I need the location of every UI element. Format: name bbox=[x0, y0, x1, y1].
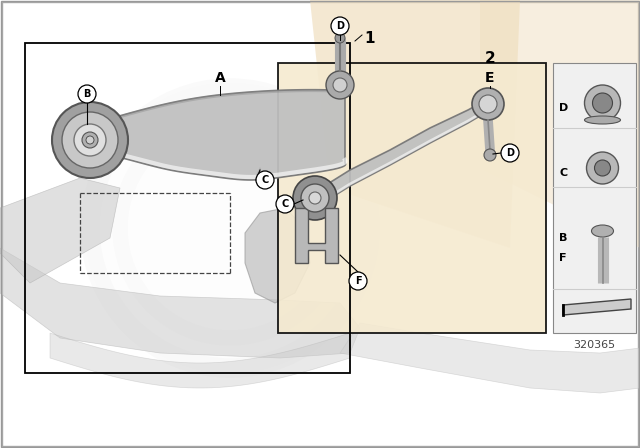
Circle shape bbox=[276, 195, 294, 213]
Text: C: C bbox=[282, 199, 289, 209]
Text: B: B bbox=[559, 233, 568, 243]
Ellipse shape bbox=[584, 116, 621, 124]
Circle shape bbox=[331, 17, 349, 35]
Text: 1: 1 bbox=[365, 30, 375, 46]
Circle shape bbox=[593, 93, 612, 113]
Circle shape bbox=[78, 85, 96, 103]
Circle shape bbox=[584, 85, 621, 121]
FancyBboxPatch shape bbox=[553, 63, 636, 333]
Polygon shape bbox=[295, 208, 338, 263]
Circle shape bbox=[74, 124, 106, 156]
Text: A: A bbox=[214, 71, 225, 85]
Text: F: F bbox=[559, 253, 566, 263]
Text: C: C bbox=[559, 168, 567, 178]
Polygon shape bbox=[95, 90, 346, 180]
Text: D: D bbox=[559, 103, 568, 113]
Polygon shape bbox=[0, 178, 120, 283]
Polygon shape bbox=[563, 299, 631, 315]
Circle shape bbox=[293, 176, 337, 220]
Text: B: B bbox=[83, 89, 91, 99]
Circle shape bbox=[256, 171, 274, 189]
Text: D: D bbox=[336, 21, 344, 31]
Circle shape bbox=[301, 184, 329, 212]
Text: E: E bbox=[485, 71, 495, 85]
Polygon shape bbox=[310, 0, 520, 248]
Text: C: C bbox=[261, 175, 269, 185]
Text: D: D bbox=[506, 148, 514, 158]
Polygon shape bbox=[0, 248, 360, 358]
Circle shape bbox=[586, 152, 618, 184]
Text: 320365: 320365 bbox=[573, 340, 616, 350]
Circle shape bbox=[472, 88, 504, 120]
Circle shape bbox=[484, 149, 496, 161]
Circle shape bbox=[326, 71, 354, 99]
Text: F: F bbox=[355, 276, 362, 286]
Circle shape bbox=[62, 112, 118, 168]
Circle shape bbox=[349, 272, 367, 290]
Circle shape bbox=[52, 102, 128, 178]
Circle shape bbox=[85, 83, 375, 373]
Circle shape bbox=[595, 160, 611, 176]
Polygon shape bbox=[50, 333, 350, 388]
Circle shape bbox=[479, 95, 497, 113]
Text: 2: 2 bbox=[484, 51, 495, 65]
Circle shape bbox=[501, 144, 519, 162]
Ellipse shape bbox=[591, 225, 614, 237]
FancyBboxPatch shape bbox=[278, 63, 546, 333]
Circle shape bbox=[309, 192, 321, 204]
Circle shape bbox=[86, 136, 94, 144]
Circle shape bbox=[335, 33, 345, 43]
Polygon shape bbox=[480, 0, 640, 248]
Circle shape bbox=[333, 78, 347, 92]
Polygon shape bbox=[318, 98, 490, 206]
Polygon shape bbox=[245, 208, 310, 303]
Circle shape bbox=[82, 132, 98, 148]
Polygon shape bbox=[340, 323, 640, 393]
